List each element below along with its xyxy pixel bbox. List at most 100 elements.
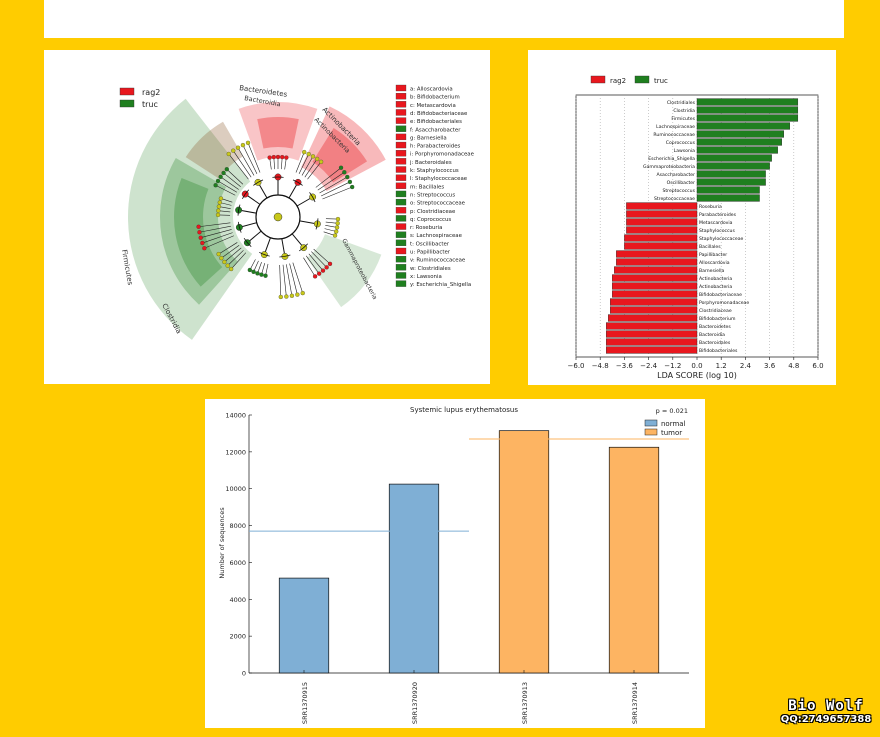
tree-leaf — [197, 230, 202, 235]
taxa-key-swatch — [395, 239, 407, 247]
tree-leaf — [218, 196, 224, 201]
tree-branch — [286, 264, 293, 296]
lda-bar — [612, 290, 698, 298]
taxa-key-label: t: Oscillibacter — [410, 241, 450, 247]
legend-swatch — [590, 75, 606, 84]
cladogram-sectors — [127, 98, 386, 340]
lda-bar — [610, 298, 698, 306]
taxa-key-swatch — [395, 109, 407, 116]
x-tick-label: 1.2 — [716, 362, 727, 370]
taxa-key-legend: a: Alloscardovia b: Bifidobacterium c: Met… — [395, 84, 475, 288]
tree-branch — [242, 144, 258, 174]
lda-bar — [608, 314, 698, 322]
tree-branch — [289, 263, 298, 295]
y-axis-label: Number of sequences — [218, 507, 226, 579]
lda-bar — [696, 146, 778, 154]
lda-bar-label: Staphylococcus — [699, 228, 735, 234]
tree-leaf — [275, 154, 281, 160]
x-tick-label: −1.2 — [664, 362, 681, 370]
tree-branch — [303, 257, 316, 277]
sequence-bar — [608, 446, 660, 674]
tree-arc — [243, 237, 252, 248]
tree-leaf — [200, 240, 205, 246]
tree-branch — [220, 176, 239, 190]
legend-label: normal — [661, 420, 686, 428]
tree-arc — [298, 243, 309, 252]
tree-branch — [317, 172, 345, 191]
lda-bar — [624, 234, 698, 242]
legend-label: tumor — [661, 429, 682, 437]
tree-leaf — [324, 265, 329, 270]
cladogram-group-legend: rag2 truc — [119, 87, 160, 109]
lda-bar — [696, 114, 799, 122]
lda-bar — [696, 138, 782, 146]
clade-highlight — [257, 117, 299, 149]
lda-bar — [616, 258, 698, 266]
lda-bar — [614, 266, 698, 274]
y-tick-label: 2000 — [229, 633, 246, 641]
lda-bar-label: Coprococcus — [666, 140, 696, 146]
tree-branch — [321, 181, 351, 197]
tree-leaf — [231, 148, 236, 153]
tree-branch — [305, 255, 320, 274]
tree-leaf — [312, 274, 318, 279]
lda-panel: rag2 truc −6.0 −4.8 −3.6 −2.4 −1.2 0.0 1.2 2.4 3… — [528, 50, 836, 385]
tree-branch — [198, 222, 231, 228]
lda-bar-label: Gammaproteobacteria — [643, 164, 695, 170]
taxa-key-label: w: Clostridiales — [410, 266, 451, 272]
taxa-key-label: h: Parabacteroides — [410, 144, 461, 150]
legend-swatch — [644, 428, 658, 436]
tree-branch — [200, 229, 232, 238]
lda-bar-label: Actinobacteria — [699, 276, 732, 282]
taxa-key-label: a: Alloscardovia — [410, 87, 453, 93]
lda-bar-label: Actinobacteria — [699, 284, 732, 290]
sequence-bar — [278, 577, 330, 674]
taxa-key-swatch — [395, 190, 407, 198]
tree-leaf — [240, 142, 246, 148]
lda-bar-label: Bifidobacteriales — [699, 348, 738, 354]
x-axis-label: LDA SCORE (log 10) — [657, 371, 737, 380]
lda-bar-label: Clostridia — [673, 108, 695, 114]
lda-bar — [696, 122, 790, 130]
tree-leaf — [316, 271, 322, 276]
taxa-key-swatch — [395, 198, 407, 206]
tree-branch — [215, 184, 236, 196]
taxa-key-swatch — [395, 117, 407, 124]
taxa-key-swatch — [395, 231, 407, 238]
tree-branch — [292, 262, 304, 294]
taxa-key-swatch — [395, 158, 407, 165]
lda-bar-label: Bifidobacteriaceae — [699, 292, 742, 298]
taxa-key-swatch — [395, 93, 407, 100]
taxa-key-swatch — [395, 272, 407, 279]
clade-highlight — [127, 98, 253, 340]
lda-bar — [696, 186, 760, 194]
clade-highlight — [312, 127, 368, 183]
tree-leaf — [213, 183, 218, 188]
tree-branch — [298, 153, 309, 174]
tree-branch — [230, 252, 247, 270]
taxa-key-label: m: Bacillales — [410, 184, 444, 190]
tree-leaf — [198, 235, 203, 240]
lda-bar-label: Ruminococcaceae — [653, 132, 695, 138]
tree-arc — [309, 192, 316, 203]
watermark-title: Bio Wolf — [788, 698, 864, 714]
lda-bar-label: Staphylococcaceae — [699, 236, 744, 242]
tree-branch — [322, 186, 353, 200]
tree-leaf — [284, 294, 289, 299]
lda-bar-label: Lachnospiraceae — [656, 124, 695, 130]
tree-branch — [315, 167, 342, 188]
clade-highlight — [301, 106, 386, 192]
tree-leaf — [310, 154, 316, 159]
legend-swatch — [644, 419, 658, 427]
tree-leaf — [300, 290, 305, 296]
taxa-key-label: g: Barnesiella — [410, 135, 447, 141]
clade-highlight — [306, 234, 382, 308]
tree-leaf — [224, 167, 229, 172]
tree-leaf — [335, 221, 340, 226]
taxa-key-label: s: Lachnospiraceae — [410, 233, 463, 239]
lda-plot-area: −6.0 −4.8 −3.6 −2.4 −1.2 0.0 1.2 2.4 3.6 4.8 6.0 Cl… — [568, 94, 824, 370]
tree-branch — [227, 250, 244, 266]
lda-bar-label: Lawsonia — [674, 148, 696, 154]
chart-title: Systemic lupus erythematosus — [410, 406, 518, 414]
tree-leaf — [219, 255, 224, 261]
